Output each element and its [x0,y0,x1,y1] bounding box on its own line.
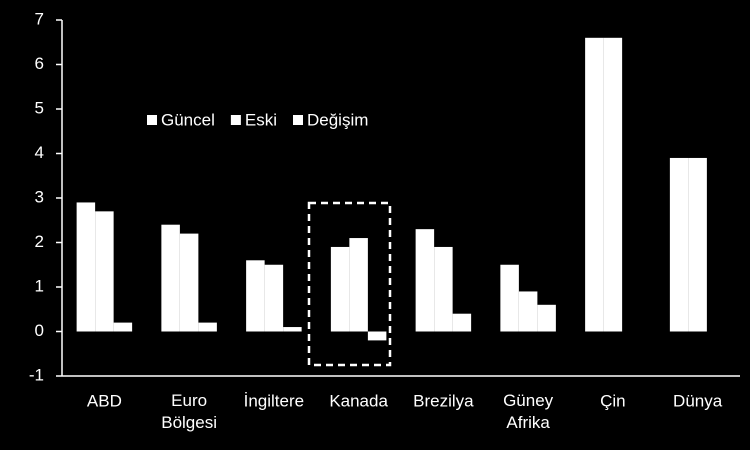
bar [95,211,114,332]
bar [537,304,556,332]
y-tick-label: 5 [35,98,44,117]
y-tick-label: 4 [35,143,44,162]
bar [349,238,368,332]
bar [264,264,284,332]
bar [415,229,435,332]
legend-label: Değişim [307,110,368,129]
y-tick-label: 1 [35,276,44,295]
bar [198,322,217,332]
x-tick-label: Euro Bölgesi [161,391,217,432]
bar [76,202,96,332]
x-tick-label: Dünya [673,391,723,410]
x-tick-label: Güney Afrika [503,391,554,432]
y-tick-label: 6 [35,54,44,73]
bar [246,260,265,332]
bar [179,233,199,332]
x-tick-label: Brezilya [413,391,474,410]
bar [330,246,350,332]
bar [585,37,604,332]
bar [161,224,180,332]
y-tick-label: 3 [35,187,44,206]
bar [500,264,519,332]
bar [283,327,302,332]
bar [603,37,623,332]
x-tick-label: Kanada [329,391,388,410]
bar [367,331,387,341]
y-tick-label: 7 [35,9,44,28]
legend-swatch [293,115,303,125]
highlight-box [307,201,392,367]
bar [518,291,538,332]
bar [113,322,133,332]
x-tick-label: Çin [600,391,626,410]
y-tick-label: 2 [35,232,44,251]
bar [452,313,472,332]
bar [688,157,707,332]
legend-swatch [147,115,157,125]
y-tick-label: -1 [29,365,44,384]
x-tick-label: İngiltere [244,391,304,410]
bar [434,246,453,332]
legend-label: Güncel [161,110,215,129]
bar [669,157,689,332]
y-tick-label: 0 [35,321,44,340]
x-tick-label: ABD [87,391,122,410]
legend-swatch [230,115,241,125]
legend-label: Eski [245,110,277,129]
